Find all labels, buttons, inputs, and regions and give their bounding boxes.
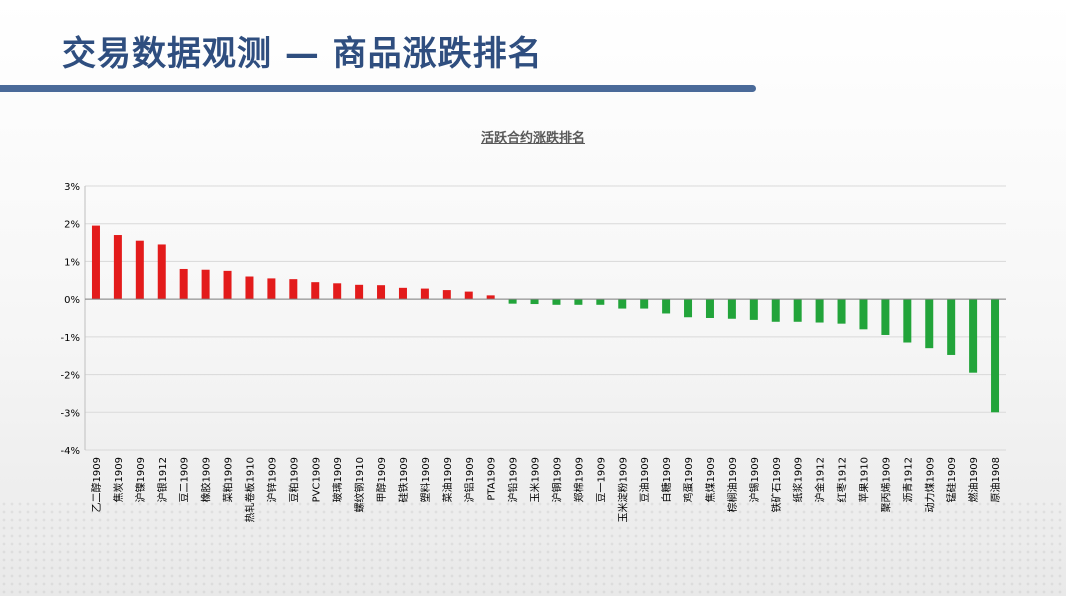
bar: [223, 270, 232, 300]
x-tick-label: 沥青1912: [901, 457, 914, 502]
x-tick-label: 沪铅1909: [507, 457, 520, 502]
bar: [135, 240, 144, 300]
y-tick-label: 1%: [64, 257, 80, 268]
x-tick-label: 沪银1912: [156, 457, 169, 502]
bar: [333, 283, 342, 300]
background-dot-pattern: [0, 500, 1066, 596]
x-tick-label: 白糖1909: [660, 457, 673, 502]
x-tick-label: 沪镍1909: [134, 457, 147, 502]
bar: [705, 299, 714, 318]
bar: [311, 282, 320, 300]
bar: [991, 299, 1000, 413]
x-tick-label: 乙二醇1909: [90, 457, 103, 512]
x-tick-label: 焦煤1909: [704, 457, 717, 502]
x-tick-label: PTA1909: [487, 457, 498, 501]
slide-title: 交易数据观测 — 商品涨跌排名: [62, 34, 543, 74]
x-tick-label: 沪金1912: [814, 457, 827, 502]
bar: [377, 285, 386, 300]
bar: [859, 299, 868, 330]
bar: [113, 235, 122, 300]
bar: [552, 299, 561, 305]
bar: [245, 276, 254, 300]
x-tick-label: 红枣1912: [836, 457, 849, 502]
y-tick-label: -3%: [61, 408, 80, 419]
x-tick-label: 菜油1909: [441, 457, 454, 502]
x-tick-label: 豆油1909: [638, 457, 651, 502]
x-tick-label: 苹果1910: [857, 457, 870, 502]
x-tick-label: 塑料1909: [419, 457, 432, 502]
x-tick-label: 硅铁1909: [397, 457, 410, 502]
bar: [837, 299, 846, 324]
x-tick-label: 螺纹钢1910: [353, 457, 366, 512]
bar: [530, 299, 539, 305]
bar: [903, 299, 912, 343]
bar: [289, 279, 298, 300]
x-tick-label: 玉米1909: [529, 457, 542, 502]
bar: [618, 299, 627, 309]
x-tick-label: 焦炭1909: [112, 457, 125, 502]
y-tick-label: -1%: [61, 333, 80, 344]
bar: [596, 299, 605, 305]
bar: [267, 278, 276, 300]
bar: [574, 299, 583, 305]
bar: [179, 268, 188, 300]
bar: [947, 299, 956, 355]
bar: [486, 295, 495, 300]
x-tick-label: 沪锡1909: [748, 457, 761, 502]
x-tick-label: 豆二1909: [179, 457, 191, 502]
x-tick-label: 玻璃1909: [331, 457, 344, 502]
x-tick-label: 沪锌1909: [265, 457, 278, 502]
y-tick-label: 2%: [64, 220, 80, 231]
bar: [727, 299, 736, 319]
x-tick-label: 橡胶1909: [200, 457, 213, 502]
bar: [201, 269, 210, 300]
bar: [464, 291, 473, 300]
bar: [771, 299, 780, 322]
x-tick-label: 郑棉1909: [572, 457, 585, 502]
x-tick-label: 纸浆1909: [792, 457, 805, 502]
x-tick-label: 原油1908: [989, 457, 1002, 502]
bar: [925, 299, 934, 349]
y-tick-label: -4%: [61, 446, 80, 457]
bar: [157, 244, 166, 300]
x-tick-label: 豆一1909: [595, 457, 607, 502]
bar: [442, 290, 451, 300]
bar: [793, 299, 802, 322]
x-tick-label: 鸡蛋1909: [682, 457, 695, 502]
x-tick-label: 玉米淀粉1909: [616, 457, 629, 522]
bar: [420, 288, 429, 300]
x-tick-label: 棕榈油1909: [726, 457, 739, 512]
y-tick-label: 0%: [64, 295, 80, 306]
x-tick-label: 锰硅1909: [945, 457, 958, 502]
bar: [815, 299, 824, 323]
bar: [881, 299, 890, 335]
x-tick-label: 燃油1909: [967, 457, 980, 502]
bar: [969, 299, 978, 373]
bar: [684, 299, 693, 318]
bar: [508, 299, 517, 304]
x-tick-label: 甲醇1909: [375, 457, 388, 502]
x-tick-label: 聚丙烯1909: [879, 457, 892, 512]
x-tick-label: 沪铝1909: [463, 457, 476, 502]
y-tick-label: -2%: [61, 371, 80, 382]
x-tick-label: 铁矿石1909: [770, 457, 783, 512]
x-tick-label: 菜粕1909: [222, 457, 235, 502]
y-tick-label: 3%: [64, 182, 80, 193]
bar: [91, 225, 100, 300]
x-tick-label: 沪铜1909: [550, 457, 563, 502]
x-tick-label: 热轧卷板1910: [243, 457, 256, 522]
bar: [749, 299, 758, 320]
chart-title: 活跃合约涨跌排名: [480, 131, 585, 146]
x-tick-label: 豆粕1909: [287, 457, 300, 502]
x-tick-label: 动力煤1909: [923, 457, 936, 512]
bar: [640, 299, 649, 309]
bar: [398, 287, 407, 300]
bar: [355, 284, 364, 300]
bar: [662, 299, 671, 314]
x-tick-label: PVC1909: [311, 457, 322, 502]
title-underline-bar: [0, 85, 756, 92]
